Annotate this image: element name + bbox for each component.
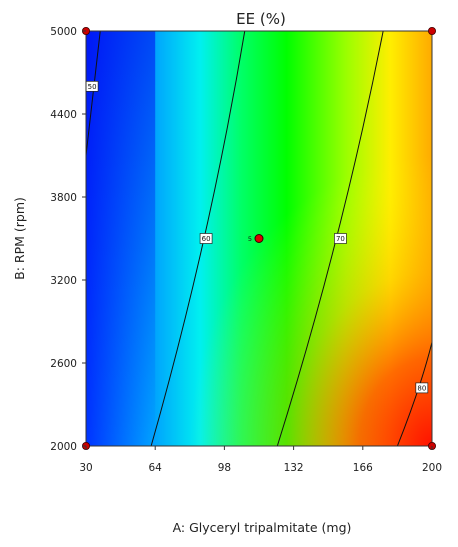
plot-frame [85, 30, 433, 447]
contour-label-box [415, 382, 429, 394]
y-tick-label: 2000 [50, 441, 77, 453]
x-axis-ticks: 30 64 98 132 166 200 [79, 446, 442, 474]
contour-label-50: 50 [85, 80, 99, 92]
contour-label-text: 70 [336, 235, 345, 243]
contour-label-box [85, 80, 99, 92]
plot-area [86, 31, 432, 446]
y-tick-label: 5000 [50, 26, 77, 38]
y-tick-label: 4400 [50, 109, 77, 121]
x-tick-label: 30 [79, 462, 92, 474]
contour-line-50 [86, 31, 101, 156]
x-axis-label: A: Glyceryl tripalmitate (mg) [173, 520, 352, 535]
contour-label-80: 80 [415, 382, 429, 394]
contour-label-60: 60 [199, 233, 213, 244]
design-points: 5 [82, 26, 436, 450]
chart-title: EE (%) [236, 10, 286, 28]
x-tick-label: 64 [149, 462, 163, 474]
contour-label-box [199, 233, 213, 244]
contour-label-text: 80 [417, 384, 426, 392]
contour-label-box [334, 233, 347, 244]
contour-label-text: 60 [202, 235, 211, 243]
x-tick-label: 200 [422, 462, 442, 474]
y-tick-label: 3200 [50, 275, 77, 287]
y-axis-label: B: RPM (rpm) [12, 197, 27, 280]
design-point [427, 26, 436, 35]
center-point [254, 234, 264, 243]
x-tick-label: 132 [284, 462, 304, 474]
center-point-count: 5 [248, 235, 252, 243]
x-tick-label: 98 [218, 462, 231, 474]
y-tick-label: 3800 [50, 192, 77, 204]
y-tick-label: 2600 [50, 358, 77, 370]
y-axis-ticks: 2000 2600 3200 3800 4400 5000 [50, 26, 86, 453]
contour-labels: 50 60 70 80 [85, 80, 429, 394]
x-tick-label: 166 [353, 462, 373, 474]
contour-label-text: 50 [88, 83, 97, 91]
contour-label-70: 70 [334, 233, 347, 244]
